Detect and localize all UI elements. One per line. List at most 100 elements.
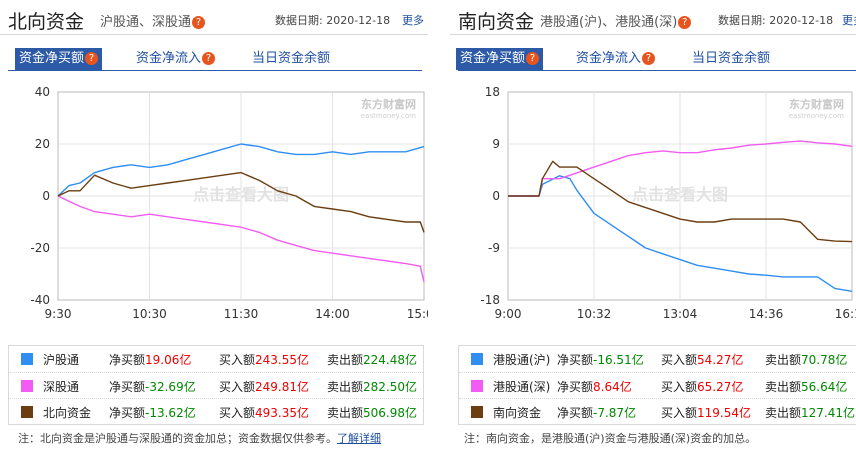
net-amount: 净买额-13.62亿 — [109, 404, 196, 421]
series-line — [508, 160, 853, 243]
legend-row: 港股通(深) 净买额8.64亿 买入额65.27亿 卖出额56.64亿 — [459, 372, 856, 399]
tab-net-inflow[interactable]: 资金净流入? — [572, 48, 659, 70]
tab-underline — [458, 70, 856, 71]
buy-value: 493.35亿 — [255, 406, 310, 420]
help-icon[interactable]: ? — [526, 52, 540, 65]
tab-net-buy[interactable]: 资金净买额? — [15, 48, 103, 70]
tab-daily-balance[interactable]: 当日资金余额 — [688, 48, 774, 70]
buy-amount: 买入额249.81亿 — [219, 378, 309, 395]
buy-value: 54.27亿 — [697, 353, 744, 367]
more-link[interactable]: 更多 — [842, 14, 856, 27]
sell-amount: 卖出额224.48亿 — [327, 351, 417, 368]
help-icon[interactable]: ? — [202, 52, 216, 65]
watermark-logo: 东方财富网 — [361, 97, 416, 111]
legend-swatch — [21, 406, 33, 418]
help-icon[interactable]: ? — [192, 16, 206, 29]
watermark-logo: 东方财富网 — [789, 97, 844, 111]
tab-label: 资金净流入 — [136, 51, 202, 66]
tab-label: 资金净流入 — [576, 51, 642, 66]
help-icon[interactable]: ? — [85, 52, 99, 65]
panel-subtitle: 港股通(沪)、港股通(深)? — [540, 11, 692, 30]
date-label: 数据日期: 2020-12-18 — [275, 12, 390, 28]
panel-title: 北向资金 — [8, 11, 85, 33]
net-label: 净买额 — [109, 380, 146, 394]
northbound-chart[interactable]: 9:30 10:30 11:30 14:00 15:00 40 20 0 -20 -40 东方财富网… — [0, 78, 428, 333]
buy-value: 65.27亿 — [697, 380, 744, 394]
sell-amount: 卖出额56.64亿 — [765, 378, 847, 395]
series-line — [57, 143, 425, 197]
legend-name: 沪股通 — [43, 353, 80, 367]
sell-amount: 卖出额70.78亿 — [765, 351, 847, 368]
sell-label: 卖出额 — [327, 353, 364, 367]
footnote-text: 注：北向资金是沪股通与深股通的资金加总；资金数据仅供参考。 — [18, 432, 337, 445]
legend-row: 沪股通 净买额19.06亿 买入额243.55亿 卖出额224.48亿 — [9, 346, 423, 372]
details-link[interactable]: 了解详细 — [337, 432, 381, 445]
help-icon[interactable]: ? — [678, 16, 692, 29]
net-value: 8.64亿 — [593, 380, 632, 394]
buy-label: 买入额 — [661, 406, 698, 420]
buy-amount: 买入额54.27亿 — [661, 351, 743, 368]
legend-row: 南向资金 净买额-7.87亿 买入额119.54亿 卖出额127.41亿 — [459, 398, 856, 425]
x-tick-label: 11:30 — [224, 307, 259, 321]
date-label-text: 数据日期: — [275, 14, 323, 27]
net-amount: 净买额-7.87亿 — [557, 404, 636, 421]
net-amount: 净买额8.64亿 — [557, 378, 632, 395]
x-tick-label: 9:30 — [45, 307, 72, 321]
net-amount: 净买额-32.69亿 — [109, 378, 196, 395]
sell-value: 224.48亿 — [363, 353, 418, 367]
sell-label: 卖出额 — [765, 406, 802, 420]
series-line — [57, 195, 425, 282]
buy-value: 249.81亿 — [255, 380, 310, 394]
legend-swatch — [471, 380, 483, 392]
sell-amount: 卖出额506.98亿 — [327, 404, 417, 421]
sell-value: 56.64亿 — [801, 380, 848, 394]
legend-name: 深股通 — [43, 380, 80, 394]
tab-underline — [8, 70, 422, 71]
sell-label: 卖出额 — [327, 380, 364, 394]
x-tick-label: 14:00 — [315, 307, 350, 321]
date-value: 2020-12-18 — [326, 14, 391, 27]
y-tick-label: 40 — [35, 85, 50, 99]
tab-daily-balance[interactable]: 当日资金余额 — [248, 48, 334, 70]
southbound-chart[interactable]: 9:00 10:32 13:04 14:36 16:10 18 9 0 -9 -18 东方财富网ea… — [450, 78, 856, 333]
sell-value: 506.98亿 — [363, 406, 418, 420]
tab-label: 当日资金余额 — [692, 51, 771, 66]
tab-label: 当日资金余额 — [252, 51, 331, 66]
legend-row: 北向资金 净买额-13.62亿 买入额493.35亿 卖出额506.98亿 — [9, 398, 423, 425]
legend-row: 港股通(沪) 净买额-16.51亿 买入额54.27亿 卖出额70.78亿 — [459, 346, 856, 372]
southbound-panel: 南向资金 港股通(沪)、港股通(深)? 数据日期: 2020-12-18 更多 … — [450, 0, 856, 452]
net-label: 净买额 — [557, 353, 594, 367]
northbound-panel: 北向资金 沪股通、深股通? 数据日期: 2020-12-18 更多 资金净买额?… — [0, 11, 428, 445]
y-tick-label: 0 — [42, 189, 50, 203]
legend-table: 港股通(沪) 净买额-16.51亿 买入额54.27亿 卖出额70.78亿 港股… — [458, 345, 856, 425]
view-large-chart-hint: 点击查看大图 — [632, 185, 728, 204]
buy-amount: 买入额493.35亿 — [219, 404, 309, 421]
x-tick-label: 13:04 — [663, 307, 698, 321]
net-value: -16.51亿 — [593, 353, 644, 367]
tab-net-inflow[interactable]: 资金净流入? — [132, 48, 219, 70]
buy-label: 买入额 — [219, 380, 256, 394]
tab-label: 资金净买额 — [460, 51, 526, 66]
net-label: 净买额 — [109, 406, 146, 420]
net-amount: 净买额-16.51亿 — [557, 351, 644, 368]
more-link[interactable]: 更多 — [402, 14, 424, 27]
y-tick-label: -20 — [30, 241, 50, 255]
net-label: 净买额 — [557, 380, 594, 394]
help-icon[interactable]: ? — [642, 52, 656, 65]
panel-subtitle-text: 沪股通、深股通 — [100, 15, 192, 30]
buy-value: 119.54亿 — [697, 406, 752, 420]
buy-label: 买入额 — [219, 353, 256, 367]
sell-amount: 卖出额282.50亿 — [327, 378, 417, 395]
legend-table: 沪股通 净买额19.06亿 买入额243.55亿 卖出额224.48亿 深股通 … — [8, 345, 424, 425]
net-value: -7.87亿 — [593, 406, 637, 420]
legend-name: 北向资金 — [43, 406, 92, 420]
buy-label: 买入额 — [661, 353, 698, 367]
net-amount: 净买额19.06亿 — [109, 351, 191, 368]
watermark-url: eastmoney.com — [361, 112, 416, 120]
tab-net-buy[interactable]: 资金净买额? — [456, 48, 544, 70]
panel-title: 南向资金 — [458, 11, 535, 33]
legend-row: 深股通 净买额-32.69亿 买入额249.81亿 卖出额282.50亿 — [9, 372, 423, 399]
buy-amount: 买入额119.54亿 — [661, 404, 751, 421]
x-tick-label: 16:10 — [835, 307, 856, 321]
footnote-text: 注：南向资金，是港股通(沪)资金与港股通(深)资金的加总。 — [464, 432, 757, 445]
